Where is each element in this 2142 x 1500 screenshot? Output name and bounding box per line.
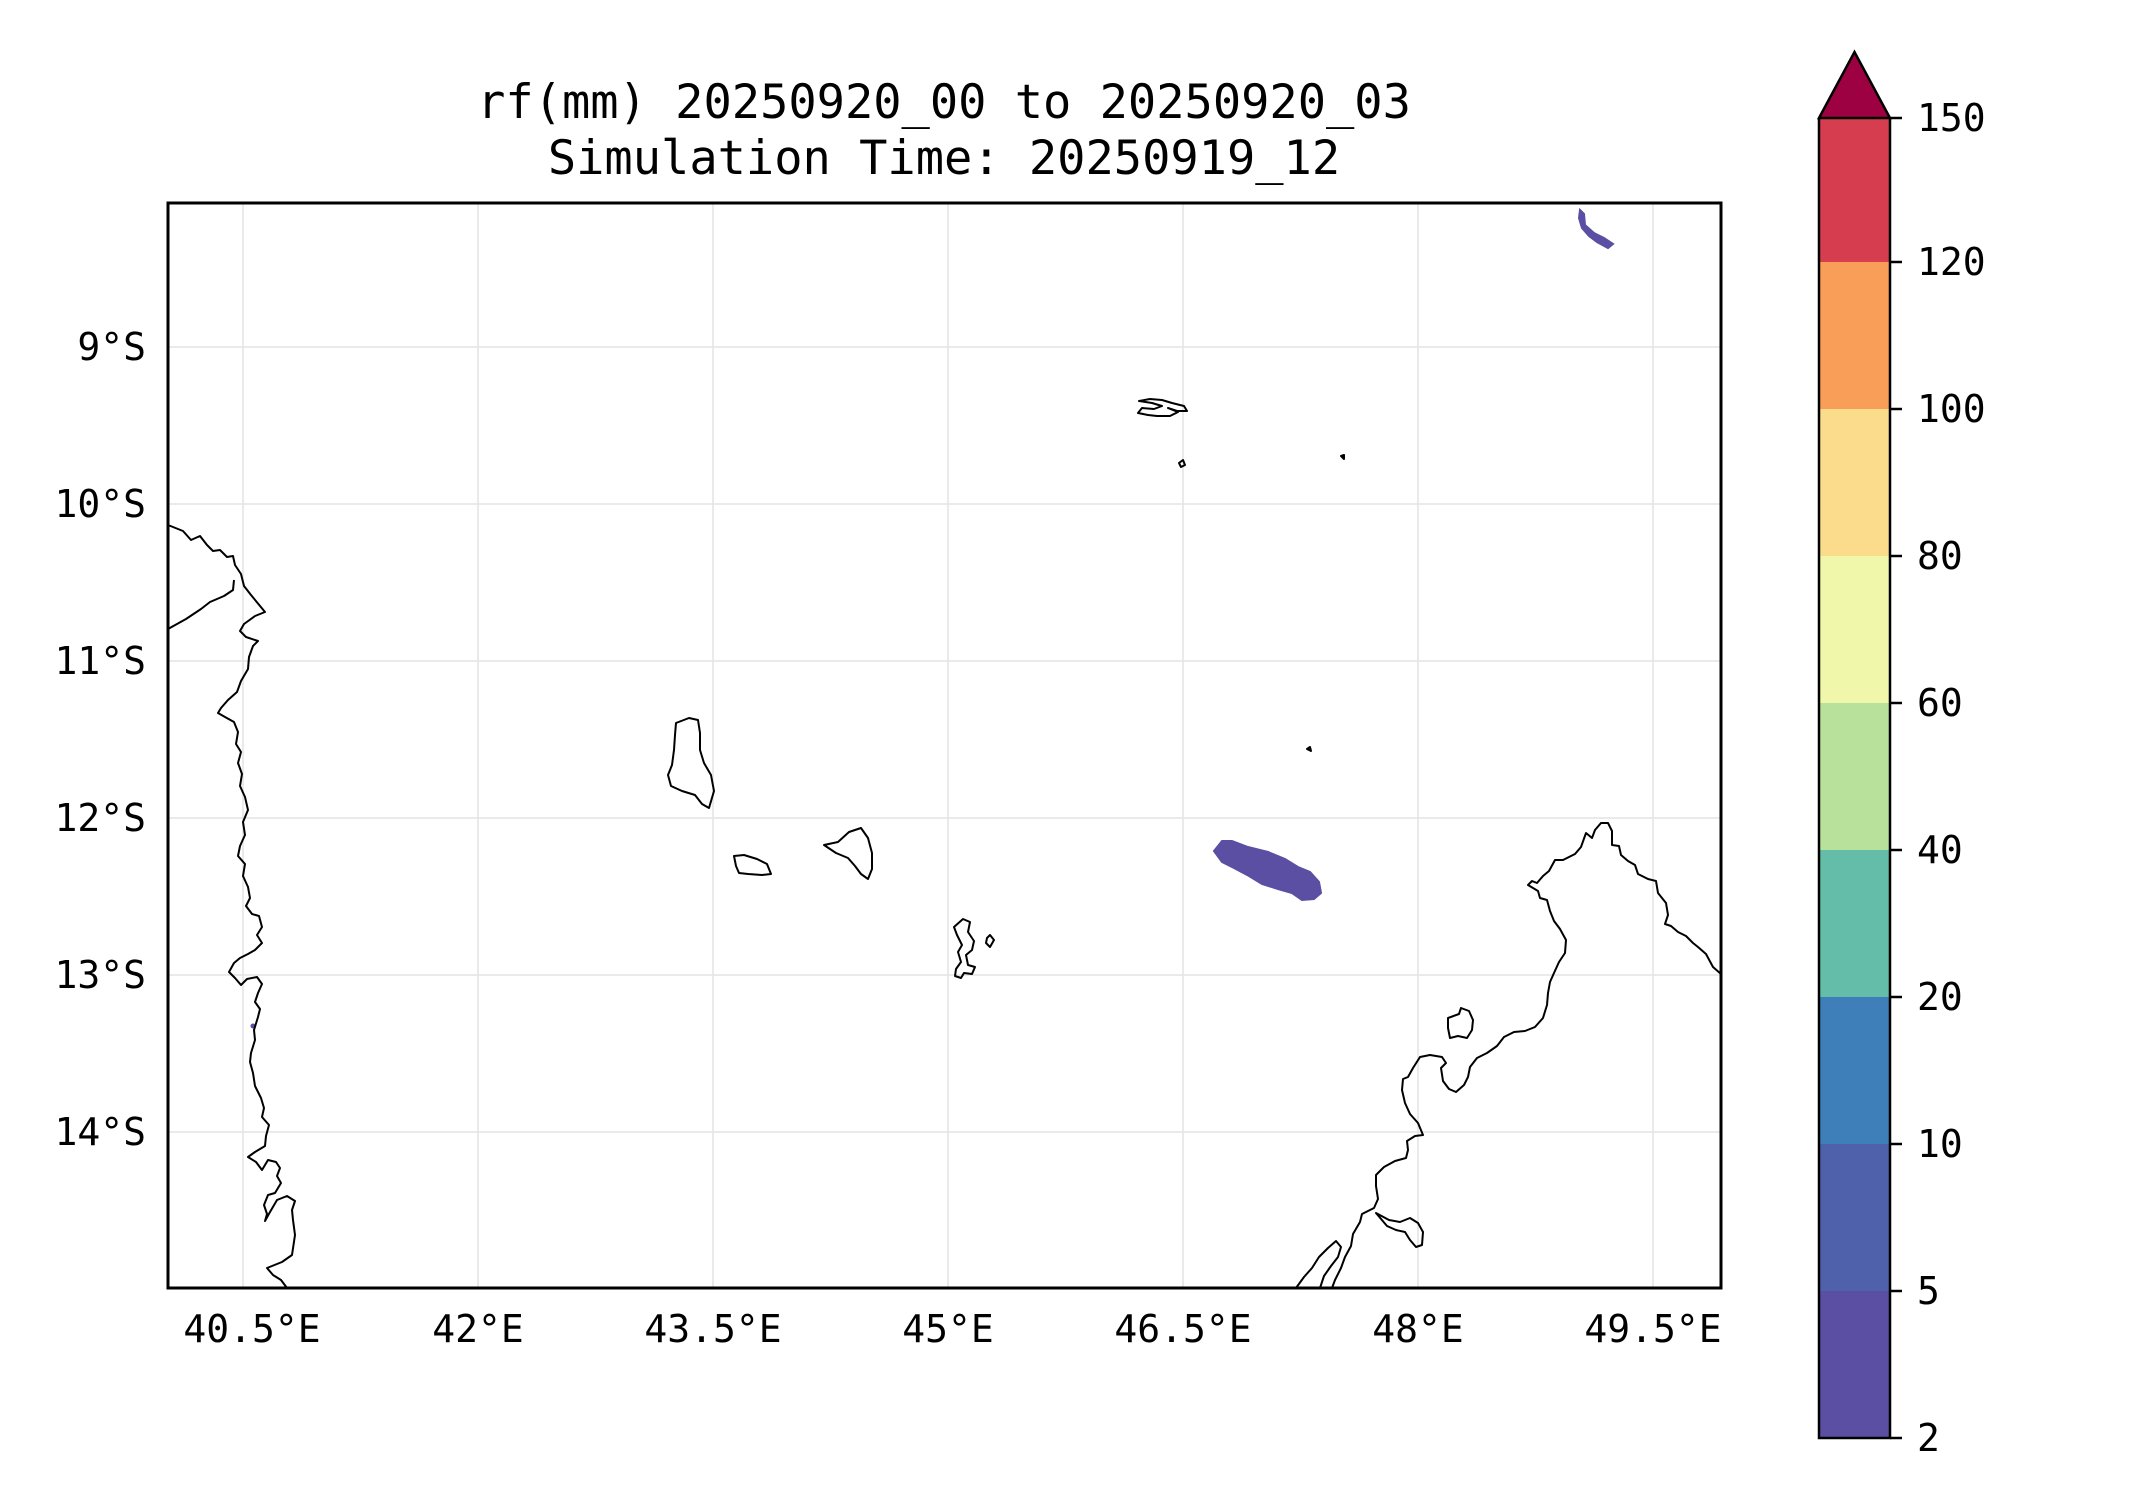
colorbar-segment-1 bbox=[1819, 1144, 1890, 1291]
x-tick-label-2: 43.5°E bbox=[644, 1307, 781, 1351]
colorbar-segment-2 bbox=[1819, 997, 1890, 1144]
y-tick-label-3: 12°S bbox=[54, 796, 146, 840]
colorbar: 2 5 10 20 40 60 80 100 120 150 bbox=[1816, 49, 1986, 1460]
x-tick-label-5: 48°E bbox=[1372, 1307, 1464, 1351]
x-tick-label-4: 46.5°E bbox=[1114, 1307, 1251, 1351]
rain-area-center bbox=[1212, 840, 1323, 902]
colorbar-label-1: 5 bbox=[1917, 1269, 1940, 1313]
colorbar-segment-0 bbox=[1819, 1291, 1890, 1438]
colorbar-segments bbox=[1819, 118, 1890, 1438]
coastline-madagascar-bay bbox=[1375, 1212, 1424, 1248]
colorbar-segment-5 bbox=[1819, 556, 1890, 703]
colorbar-label-6: 80 bbox=[1917, 534, 1963, 578]
island-moheli bbox=[733, 854, 772, 876]
y-tick-label-2: 11°S bbox=[54, 639, 146, 683]
colorbar-label-5: 60 bbox=[1917, 681, 1963, 725]
colorbar-label-3: 20 bbox=[1917, 975, 1963, 1019]
colorbar-ticks bbox=[1890, 116, 1902, 1440]
colorbar-label-8: 120 bbox=[1917, 240, 1986, 284]
island-cosmoledo-dot bbox=[1340, 454, 1345, 460]
colorbar-label-0: 2 bbox=[1917, 1416, 1940, 1460]
colorbar-outline bbox=[1817, 118, 1892, 1440]
map-title-line1: rf(mm) 20250920_00 to 20250920_03 bbox=[477, 75, 1411, 130]
colorbar-label-2: 10 bbox=[1917, 1122, 1963, 1166]
island-mayotte-small bbox=[985, 934, 995, 948]
y-tick-label-0: 9°S bbox=[77, 325, 146, 369]
island-aldabra bbox=[1137, 398, 1188, 417]
colorbar-segment-6 bbox=[1819, 409, 1890, 556]
y-axis-labels: 9°S 10°S 11°S 12°S 13°S 14°S bbox=[54, 325, 146, 1154]
x-axis-labels: 40.5°E 42°E 43.5°E 45°E 46.5°E 48°E 49.5… bbox=[183, 1307, 1721, 1351]
colorbar-extend-arrow bbox=[1816, 49, 1893, 120]
map-title-line2: Simulation Time: 20250919_12 bbox=[548, 131, 1340, 186]
coastline-madagascar bbox=[1331, 822, 1722, 1289]
coastline-africa-north bbox=[167, 579, 235, 630]
rain-area-northeast bbox=[1577, 207, 1615, 250]
x-tick-label-0: 40.5°E bbox=[183, 1307, 320, 1351]
y-tick-label-5: 14°S bbox=[54, 1110, 146, 1154]
y-tick-label-4: 13°S bbox=[54, 953, 146, 997]
x-tick-label-1: 42°E bbox=[432, 1307, 524, 1351]
island-assumption bbox=[1178, 459, 1186, 468]
map-frame bbox=[166, 201, 1723, 1290]
island-anjouan bbox=[823, 827, 873, 880]
island-nosy-be bbox=[1447, 1007, 1474, 1039]
x-tick-label-6: 49.5°E bbox=[1584, 1307, 1721, 1351]
map-gridlines bbox=[168, 203, 1721, 1288]
colorbar-segment-8 bbox=[1819, 118, 1890, 262]
colorbar-segment-3 bbox=[1819, 850, 1890, 997]
colorbar-labels: 2 5 10 20 40 60 80 100 120 150 bbox=[1917, 96, 1986, 1460]
x-tick-label-3: 45°E bbox=[902, 1307, 994, 1351]
island-mayotte bbox=[953, 918, 976, 979]
colorbar-segment-7 bbox=[1819, 262, 1890, 409]
island-grande-comore bbox=[667, 717, 715, 809]
coastlines bbox=[167, 398, 1722, 1289]
y-tick-label-1: 10°S bbox=[54, 482, 146, 526]
coastline-africa bbox=[167, 524, 296, 1289]
colorbar-label-7: 100 bbox=[1917, 387, 1986, 431]
colorbar-label-9: 150 bbox=[1917, 96, 1986, 140]
island-glorieuses-dot bbox=[1306, 746, 1312, 752]
coastline-madagascar-south bbox=[1295, 1240, 1342, 1289]
rainfall-areas bbox=[250, 207, 1615, 1029]
colorbar-segment-4 bbox=[1819, 703, 1890, 850]
colorbar-label-4: 40 bbox=[1917, 828, 1963, 872]
